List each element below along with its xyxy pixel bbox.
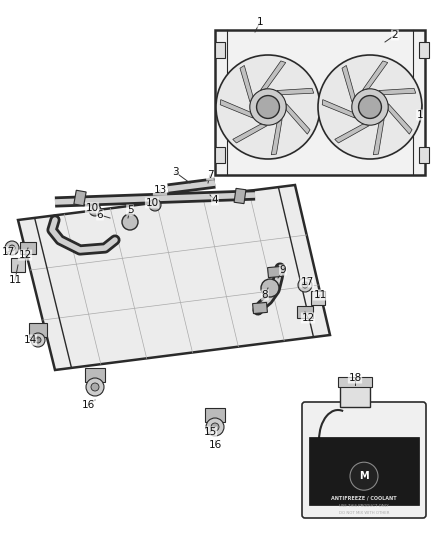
- Polygon shape: [322, 100, 355, 118]
- Bar: [11, 258, 25, 272]
- Text: 2: 2: [392, 30, 398, 40]
- Polygon shape: [261, 61, 286, 90]
- Circle shape: [318, 55, 422, 159]
- Bar: [253, 302, 268, 313]
- Text: 11: 11: [8, 275, 21, 285]
- Circle shape: [352, 89, 388, 125]
- Circle shape: [298, 278, 312, 292]
- Text: USE THIS PRODUCT ONLY: USE THIS PRODUCT ONLY: [339, 504, 389, 508]
- Bar: [215, 147, 225, 163]
- Text: ANTIFREEZE / COOLANT: ANTIFREEZE / COOLANT: [331, 496, 397, 500]
- Text: 8: 8: [261, 290, 268, 300]
- Polygon shape: [335, 124, 369, 143]
- Bar: [215, 30, 425, 175]
- Bar: [20, 242, 36, 254]
- Polygon shape: [18, 185, 330, 370]
- Circle shape: [211, 423, 219, 431]
- Circle shape: [35, 337, 41, 343]
- Text: 5: 5: [127, 205, 133, 215]
- Bar: [338, 377, 372, 387]
- Text: 7: 7: [207, 170, 213, 180]
- Bar: [215, 42, 225, 58]
- Circle shape: [86, 378, 104, 396]
- Circle shape: [149, 199, 161, 211]
- Text: 13: 13: [153, 185, 166, 195]
- Text: 10: 10: [145, 198, 159, 208]
- Text: 17: 17: [1, 247, 14, 257]
- Polygon shape: [277, 88, 314, 95]
- Bar: [419, 147, 429, 163]
- Circle shape: [5, 241, 19, 255]
- Polygon shape: [286, 103, 310, 134]
- Circle shape: [250, 89, 286, 125]
- Circle shape: [359, 95, 381, 118]
- Bar: [29, 323, 47, 337]
- Circle shape: [91, 383, 99, 391]
- Circle shape: [89, 204, 101, 216]
- Bar: [419, 42, 429, 58]
- Circle shape: [206, 418, 224, 436]
- Text: 12: 12: [18, 250, 32, 260]
- Text: 9: 9: [280, 265, 286, 275]
- Circle shape: [261, 279, 279, 297]
- Text: 16: 16: [81, 400, 95, 410]
- Text: DO NOT MIX WITH OTHER: DO NOT MIX WITH OTHER: [339, 511, 389, 515]
- Bar: [85, 368, 105, 382]
- FancyBboxPatch shape: [302, 402, 426, 518]
- Bar: [297, 306, 313, 318]
- Bar: [340, 385, 370, 407]
- Text: 11: 11: [313, 290, 327, 300]
- Polygon shape: [271, 119, 282, 155]
- Polygon shape: [240, 66, 253, 102]
- Text: M: M: [359, 471, 369, 481]
- Text: 3: 3: [172, 167, 178, 177]
- Text: 18: 18: [348, 373, 362, 383]
- Circle shape: [31, 333, 45, 347]
- Polygon shape: [342, 66, 355, 102]
- Bar: [311, 291, 325, 305]
- Text: 12: 12: [301, 313, 314, 323]
- Bar: [74, 190, 86, 206]
- Text: 6: 6: [97, 210, 103, 220]
- Polygon shape: [389, 103, 412, 134]
- Circle shape: [216, 55, 320, 159]
- Circle shape: [257, 95, 279, 118]
- Circle shape: [302, 282, 308, 288]
- Circle shape: [350, 462, 378, 490]
- Text: 1: 1: [417, 110, 423, 120]
- Text: 10: 10: [85, 203, 99, 213]
- Text: 14: 14: [23, 335, 37, 345]
- Text: 17: 17: [300, 277, 314, 287]
- Polygon shape: [233, 124, 267, 143]
- Polygon shape: [220, 100, 253, 118]
- Text: 1: 1: [257, 17, 263, 27]
- Text: 16: 16: [208, 440, 222, 450]
- Bar: [234, 188, 246, 204]
- Text: 4: 4: [212, 195, 218, 205]
- Text: 15: 15: [203, 427, 217, 437]
- Polygon shape: [379, 88, 416, 95]
- Polygon shape: [373, 119, 384, 155]
- Bar: [268, 266, 283, 278]
- Circle shape: [9, 245, 15, 251]
- Bar: [309, 438, 419, 505]
- Circle shape: [122, 214, 138, 230]
- Bar: [205, 408, 225, 422]
- Polygon shape: [363, 61, 388, 90]
